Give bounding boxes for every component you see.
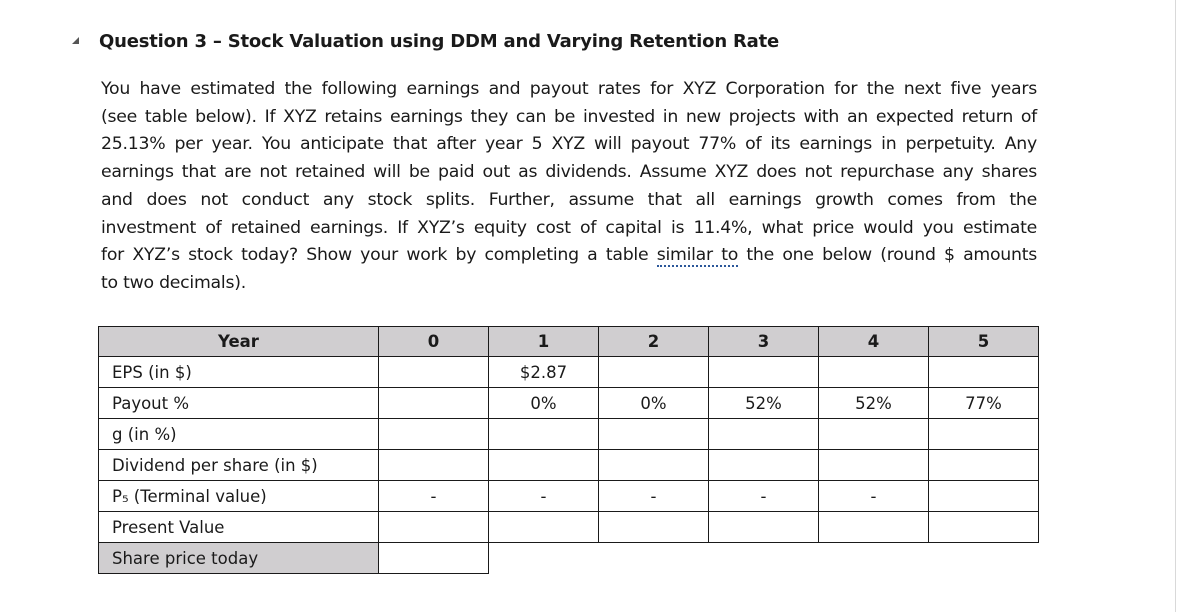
row-label[interactable]: Present Value	[98, 511, 379, 543]
body-line: (see table below). If XYZ retains earnin…	[101, 106, 1037, 127]
table-cell[interactable]: -	[378, 480, 489, 512]
table-row-growth: g (in %)	[98, 418, 1039, 450]
table-header-row: Year 0 1 2 3 4 5	[98, 326, 1039, 357]
table-cell[interactable]	[598, 449, 709, 481]
table-cell[interactable]	[928, 449, 1039, 481]
table-cell[interactable]	[928, 356, 1039, 388]
table-cell[interactable]	[488, 511, 599, 543]
table-cell[interactable]: -	[598, 480, 709, 512]
table-cell[interactable]	[708, 449, 819, 481]
row-label[interactable]: g (in %)	[98, 418, 379, 450]
table-cell[interactable]	[378, 449, 489, 481]
body-line: earnings that are not retained will be p…	[101, 162, 1037, 183]
table-cell[interactable]: -	[488, 480, 599, 512]
table-cell[interactable]	[598, 511, 709, 543]
table-cell[interactable]	[378, 511, 489, 543]
table-cell[interactable]: $2.87	[488, 356, 599, 388]
table-row-present-value: Present Value	[98, 511, 1039, 543]
body-line: You have estimated the following earning…	[101, 79, 1037, 99]
share-price-label[interactable]: Share price today	[98, 542, 379, 574]
table-cell[interactable]: -	[818, 480, 929, 512]
table-cell[interactable]	[708, 511, 819, 543]
table-cell[interactable]	[708, 356, 819, 388]
table-row-dividend: Dividend per share (in $)	[98, 449, 1039, 481]
table-cell[interactable]	[708, 418, 819, 450]
table-cell[interactable]: 0%	[488, 387, 599, 419]
question-body: You have estimated the following earning…	[101, 76, 1037, 298]
table-cell[interactable]: 77%	[928, 387, 1039, 419]
row-label[interactable]: P₅ (Terminal value)	[98, 480, 379, 512]
table-cell[interactable]	[378, 418, 489, 450]
table-cell[interactable]	[488, 418, 599, 450]
table-cell[interactable]: -	[708, 480, 819, 512]
body-line-part: for XYZ’s stock today? Show your work by…	[101, 245, 657, 266]
collapse-heading-icon[interactable]	[72, 37, 79, 44]
table-row-payout: Payout % 0% 0% 52% 52% 77%	[98, 387, 1039, 419]
row-label[interactable]: Dividend per share (in $)	[98, 449, 379, 481]
table-cell[interactable]	[928, 480, 1039, 512]
table-row-share-price: Share price today	[98, 542, 1039, 574]
table-cell[interactable]	[818, 418, 929, 450]
table-cell[interactable]: 0%	[598, 387, 709, 419]
table-cell[interactable]	[488, 449, 599, 481]
table-cell[interactable]	[598, 418, 709, 450]
year-header[interactable]: Year	[98, 326, 379, 357]
table-blank-space	[599, 543, 709, 574]
table-row-eps: EPS (in $) $2.87	[98, 356, 1039, 388]
table-cell[interactable]: 52%	[708, 387, 819, 419]
table-cell[interactable]	[598, 356, 709, 388]
table-cell[interactable]	[928, 511, 1039, 543]
page-right-edge	[1175, 0, 1186, 612]
table-row-terminal-value: P₅ (Terminal value) - - - - -	[98, 480, 1039, 512]
table-cell[interactable]	[378, 356, 489, 388]
year-header-cell[interactable]: 5	[928, 326, 1039, 357]
year-header-cell[interactable]: 1	[488, 326, 599, 357]
body-line-part: the one below (round $ amounts	[738, 245, 1037, 266]
table-blank-space	[819, 543, 929, 574]
grammar-suggestion-mark[interactable]: similar to	[656, 245, 739, 268]
table-cell[interactable]: 52%	[818, 387, 929, 419]
table-blank-space	[489, 543, 599, 574]
question-heading: Question 3 – Stock Valuation using DDM a…	[99, 31, 780, 52]
year-header-cell[interactable]: 3	[708, 326, 819, 357]
valuation-table: Year 0 1 2 3 4 5 EPS (in $) $2.87 Payout…	[98, 326, 1039, 574]
body-line: for XYZ’s stock today? Show your work by…	[101, 242, 1037, 270]
year-header-cell[interactable]: 4	[818, 326, 929, 357]
body-line: investment of retained earnings. If XYZ’…	[101, 217, 1037, 238]
table-cell[interactable]	[818, 449, 929, 481]
table-cell[interactable]	[378, 387, 489, 419]
table-cell[interactable]	[928, 418, 1039, 450]
body-line: to two decimals).	[101, 272, 246, 293]
table-blank-space	[929, 543, 1039, 574]
table-blank-space	[709, 543, 819, 574]
row-label[interactable]: Payout %	[98, 387, 379, 419]
share-price-cell[interactable]	[378, 542, 489, 574]
table-cell[interactable]	[818, 511, 929, 543]
body-line: 25.13% per year. You anticipate that aft…	[101, 134, 1037, 155]
table-cell[interactable]	[818, 356, 929, 388]
year-header-cell[interactable]: 2	[598, 326, 709, 357]
body-line: and does not conduct any stock splits. F…	[101, 189, 1037, 210]
row-label[interactable]: EPS (in $)	[98, 356, 379, 388]
year-header-cell[interactable]: 0	[378, 326, 489, 357]
